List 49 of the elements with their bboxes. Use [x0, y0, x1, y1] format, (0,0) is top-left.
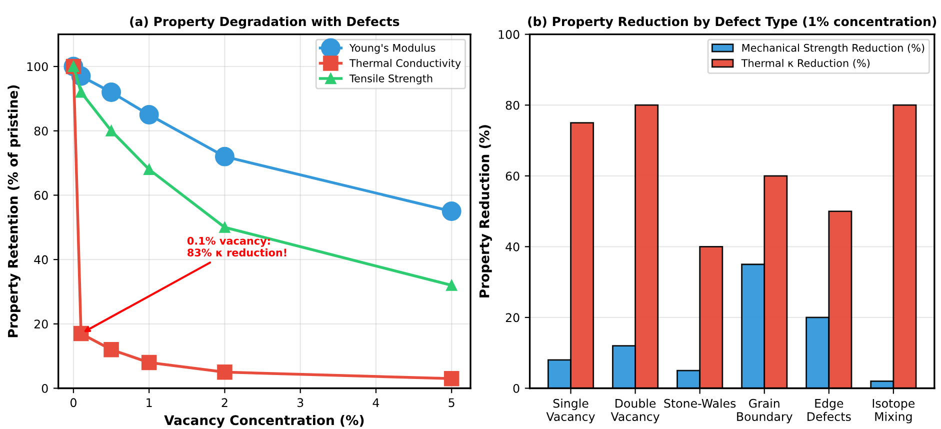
point	[104, 342, 119, 358]
y-tick-label: 60	[506, 172, 520, 181]
y-tick-label: 80	[506, 100, 520, 110]
point	[446, 280, 458, 291]
y-tick-label: 60	[34, 190, 48, 200]
point	[102, 82, 121, 102]
chart-title: (b) Property Reduction by Defect Type (1% concentration)	[528, 16, 936, 29]
x-tick-label: Single Vacancy	[546, 398, 595, 424]
point	[217, 364, 232, 380]
legend-label: Thermal Conductivity	[349, 58, 461, 70]
y-tick-label: 20	[506, 313, 520, 322]
y-axis-title: Property Reduction (%)	[479, 125, 492, 298]
point	[214, 146, 234, 166]
x-tick-label: 2	[222, 398, 228, 407]
x-tick-label: 4	[372, 398, 380, 407]
chart-title: (a) Property Degradation with Defects	[130, 16, 400, 29]
y-tick-label: 20	[34, 320, 48, 329]
x-tick-label: Stone-Wales	[664, 398, 736, 408]
y-tick-label: 0	[42, 384, 48, 393]
x-tick-label: Double Vacancy	[610, 398, 660, 424]
annotation: 0.1% vacancy: 83% κ reduction!	[187, 236, 286, 256]
point	[444, 370, 460, 386]
legend-label: Young's Modulus	[349, 44, 436, 54]
x-tick-label: Edge Defects	[808, 398, 851, 422]
x-tick-label: 0	[70, 398, 76, 408]
y-tick-label: 0	[513, 384, 520, 393]
point	[219, 222, 230, 233]
legend-label: Thermal κ Reduction (%)	[741, 58, 870, 68]
y-tick-label: 100	[27, 62, 48, 72]
point	[106, 125, 117, 136]
y-axis-title: Property Retention (% of pristine)	[8, 85, 21, 338]
x-tick-label: 3	[297, 398, 304, 408]
y-tick-label: 100	[498, 30, 520, 39]
point	[144, 164, 155, 176]
x-tick-label: Grain Boundary	[737, 398, 792, 424]
point	[73, 326, 89, 342]
point	[139, 105, 159, 124]
x-tick-label: 1	[146, 398, 152, 407]
y-tick-label: 40	[34, 255, 48, 264]
legend-label: Tensile Strength	[349, 74, 432, 84]
legend-label: Mechanical Strength Reduction (%)	[742, 44, 924, 54]
x-tick-label: 5	[448, 398, 454, 408]
y-tick-label: 80	[34, 126, 48, 136]
point	[442, 202, 462, 222]
point	[141, 354, 157, 370]
y-tick-label: 40	[506, 242, 520, 252]
x-axis-title: Vacancy Concentration (%)	[164, 414, 364, 428]
point	[75, 86, 87, 98]
x-tick-label: Isotope Mixing	[872, 399, 915, 424]
